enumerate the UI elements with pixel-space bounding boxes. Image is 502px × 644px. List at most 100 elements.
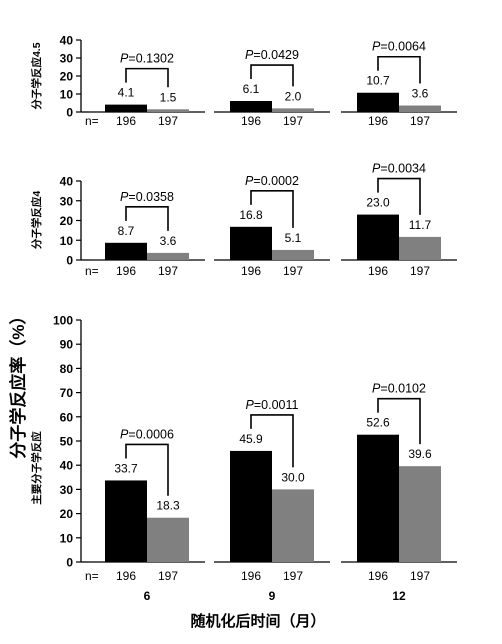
y-tick-label: 40 (60, 175, 74, 189)
data-label: 1.5 (160, 90, 177, 104)
y-tick-label: 20 (60, 214, 74, 228)
p-value-label: P=0.0358 (120, 190, 174, 204)
p-value-label: P=0.0064 (372, 40, 426, 54)
n-value: 197 (158, 569, 178, 583)
y-tick-label: 10 (60, 88, 74, 102)
n-value: 196 (368, 569, 388, 583)
significance-bracket (377, 177, 421, 215)
y-tick-label: 20 (60, 70, 74, 84)
data-label: 39.6 (408, 447, 432, 461)
data-label: 5.1 (285, 231, 302, 245)
bar (230, 226, 272, 260)
n-value: 197 (283, 114, 303, 128)
y-tick-label: 30 (60, 52, 74, 66)
panel-y-label: 主要分子学反应 (30, 431, 43, 505)
x-category-label: 9 (269, 589, 276, 603)
x-category-label: 6 (144, 589, 151, 603)
n-value: 196 (241, 569, 261, 583)
bar (147, 252, 189, 260)
p-value-label: P=0.0102 (372, 382, 426, 396)
y-tick-label: 30 (60, 194, 74, 208)
significance-bracket (377, 397, 421, 445)
n-value: 196 (116, 114, 136, 128)
bar (105, 104, 147, 112)
y-tick-label: 50 (60, 435, 74, 449)
n-value: 196 (368, 264, 388, 278)
data-label: 6.1 (243, 82, 260, 96)
p-value-label: P=0.0429 (245, 48, 299, 62)
bar (357, 92, 399, 112)
n-value: 196 (116, 264, 136, 278)
data-label: 18.3 (156, 499, 180, 513)
n-label: n= (85, 264, 99, 278)
data-label: 30.0 (281, 470, 305, 484)
n-value: 197 (283, 264, 303, 278)
n-value: 197 (410, 264, 430, 278)
n-label: n= (85, 114, 99, 128)
significance-bracket (250, 190, 294, 228)
n-label: n= (85, 569, 99, 583)
p-value-label: P=0.0002 (245, 174, 299, 188)
bar (272, 108, 314, 112)
data-label: 11.7 (409, 218, 432, 232)
p-value-label: P=0.0011 (246, 398, 299, 412)
bar (105, 480, 147, 562)
bar (272, 249, 314, 260)
bar (399, 466, 441, 562)
y-tick-label: 40 (60, 34, 74, 48)
n-value: 197 (158, 264, 178, 278)
y-tick-label: 0 (66, 106, 73, 120)
y-tick-label: 10 (60, 234, 74, 248)
data-label: 10.7 (366, 74, 390, 88)
data-label: 16.8 (239, 208, 263, 222)
y-tick-label: 30 (60, 483, 74, 497)
y-tick-label: 0 (66, 254, 73, 268)
y-tick-label: 20 (60, 507, 74, 521)
data-label: 3.6 (412, 87, 429, 101)
bar (147, 517, 189, 562)
significance-bracket (377, 55, 421, 84)
significance-bracket (125, 206, 169, 231)
p-value-label: P=0.0034 (372, 162, 426, 176)
data-label: 2.0 (285, 89, 302, 103)
data-label: 45.9 (239, 432, 263, 446)
bar (147, 109, 189, 112)
bar (399, 105, 441, 112)
y-tick-label: 80 (60, 362, 74, 376)
n-value: 196 (368, 114, 388, 128)
data-label: 3.6 (160, 234, 177, 248)
x-axis-title: 随机化后时间（月） (190, 612, 325, 630)
y-tick-label: 40 (60, 459, 74, 473)
n-value: 197 (410, 114, 430, 128)
bar (357, 434, 399, 562)
bar (105, 242, 147, 260)
n-value: 197 (410, 569, 430, 583)
y-tick-label: 10 (60, 531, 74, 545)
significance-bracket (125, 443, 169, 496)
y-axis-main-label: 分子学反应率（%） (8, 307, 28, 458)
x-category-label: 12 (392, 589, 406, 603)
panel-y-label: 分子学反应4 (30, 191, 43, 249)
data-label: 8.7 (118, 224, 135, 238)
panel-y-label: 分子学反应4.5 (30, 42, 43, 109)
significance-bracket (250, 414, 294, 468)
n-value: 196 (241, 114, 261, 128)
n-value: 196 (241, 264, 261, 278)
significance-bracket (125, 67, 169, 88)
n-value: 197 (158, 114, 178, 128)
bar (230, 450, 272, 562)
p-value-label: P=0.0006 (120, 427, 174, 441)
bar (357, 214, 399, 260)
data-label: 33.7 (114, 461, 138, 475)
y-tick-label: 70 (60, 386, 74, 400)
p-value-label: P=0.1302 (120, 52, 174, 66)
bar (399, 236, 441, 260)
data-label: 23.0 (366, 196, 390, 210)
y-tick-label: 100 (53, 314, 73, 328)
significance-bracket (250, 64, 294, 87)
y-tick-label: 0 (66, 556, 73, 570)
n-value: 197 (283, 569, 303, 583)
y-tick-label: 60 (60, 410, 74, 424)
